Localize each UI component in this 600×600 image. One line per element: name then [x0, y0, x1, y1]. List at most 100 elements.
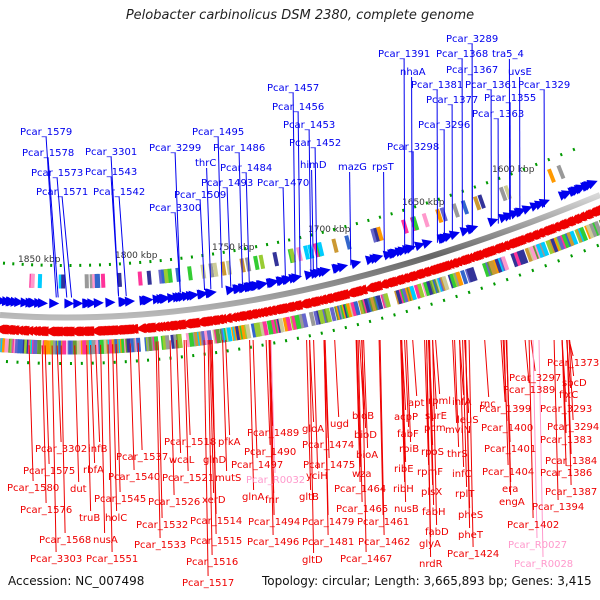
gene-label[interactable]: Pcar_1381	[411, 80, 463, 91]
gene-label[interactable]: Pcar_1489	[247, 428, 299, 439]
gene-label[interactable]: Pcar_1509	[174, 190, 226, 201]
gene-label[interactable]: Pcar_3298	[387, 142, 439, 153]
gene-label[interactable]: Pcar_1484	[220, 163, 272, 174]
gene-label[interactable]: Pcar_1474	[302, 440, 354, 451]
gene-label[interactable]: pfkA	[218, 437, 241, 448]
gene-label[interactable]: Pcar_1361	[465, 80, 517, 91]
gene-label[interactable]: gloA	[302, 424, 324, 435]
gene-label[interactable]: Pcar_1490	[244, 447, 296, 458]
gene-label[interactable]: leuS	[457, 415, 479, 426]
gene-label[interactable]: himD	[300, 160, 327, 171]
gene-label[interactable]: gltB	[299, 492, 319, 503]
gene-label[interactable]: pheS	[458, 510, 483, 521]
gene-label[interactable]: rpoS	[421, 447, 444, 458]
gene-label[interactable]: Pcar_3297	[509, 373, 561, 384]
gene-label[interactable]: Pcar_1387	[545, 487, 597, 498]
gene-label[interactable]: fabD	[425, 527, 449, 538]
gene-label[interactable]: Pcar_1568	[39, 535, 91, 546]
gene-label[interactable]: wcaL	[169, 455, 195, 466]
gene-label[interactable]: ribH	[393, 484, 414, 495]
gene-label[interactable]: Pcar_1452	[289, 138, 341, 149]
gene-label[interactable]: Pcar_1363	[472, 109, 524, 120]
gene-label[interactable]: Pcar_1576	[20, 505, 72, 516]
gene-label[interactable]: infC	[452, 469, 472, 480]
gene-label[interactable]: Pcar_1384	[545, 456, 597, 467]
gene-label[interactable]: nhaA	[400, 67, 426, 78]
gene-label[interactable]: Pcar_1400	[481, 423, 533, 434]
gene-label[interactable]: yciH	[306, 471, 328, 482]
gene-label[interactable]: Pcar_3300	[149, 203, 201, 214]
gene-label[interactable]: Pcar_1399	[479, 404, 531, 415]
gene-label[interactable]: rpiB	[399, 444, 419, 455]
gene-label[interactable]: Pcar_1496	[247, 537, 299, 548]
gene-label[interactable]: Pcar_1493	[201, 178, 253, 189]
gene-label[interactable]: Pcar_1457	[267, 83, 319, 94]
gene-label[interactable]: Pcar_3296	[418, 120, 470, 131]
gene-label[interactable]: holC	[105, 513, 127, 524]
gene-label[interactable]: Pcar_3294	[547, 422, 599, 433]
gene-label[interactable]: glnA	[242, 492, 264, 503]
gene-label[interactable]: Pcar_1481	[302, 537, 354, 548]
gene-label[interactable]: truB	[79, 513, 100, 524]
gene-label[interactable]: nusA	[93, 535, 118, 546]
gene-label[interactable]: Pcar_1533	[134, 540, 186, 551]
gene-label[interactable]: acpP	[394, 412, 418, 423]
gene-label[interactable]: pheT	[458, 530, 484, 541]
gene-label[interactable]: pcm	[424, 423, 446, 434]
gene-label[interactable]: Pcar_1532	[136, 520, 188, 531]
gene-label[interactable]: Pcar_1367	[446, 65, 498, 76]
gene-label[interactable]: dut	[70, 484, 87, 495]
gene-label[interactable]: Pcar_1373	[547, 358, 599, 369]
gene-label[interactable]: Pcar_1537	[116, 452, 168, 463]
gene-label[interactable]: Pcar_1575	[23, 466, 75, 477]
gene-label[interactable]: gltD	[302, 555, 323, 566]
gene-label[interactable]: Pcar_1470	[257, 178, 309, 189]
gene-label[interactable]: Pcar_1573	[31, 168, 83, 179]
gene-label[interactable]: surE	[425, 411, 447, 422]
gene-label[interactable]: Pcar_1516	[186, 557, 238, 568]
gene-label[interactable]: Pcar_1389	[503, 385, 555, 396]
gene-label[interactable]: Pcar_1479	[302, 517, 354, 528]
gene-label[interactable]: rplT	[455, 489, 475, 500]
gene-label[interactable]: Pcar_1540	[108, 472, 160, 483]
gene-label[interactable]: apt	[408, 398, 424, 409]
gene-label[interactable]: Pcar_1514	[190, 516, 242, 527]
gene-label[interactable]: Pcar_1401	[484, 444, 536, 455]
gene-label[interactable]: bioA	[356, 450, 378, 461]
gene-label[interactable]: mazG	[338, 162, 367, 173]
gene-label[interactable]: Pcar_1517	[182, 578, 234, 589]
gene-label[interactable]: fabF	[397, 429, 419, 440]
gene-label[interactable]: Pcar_R0032	[246, 475, 305, 486]
gene-label[interactable]: Pcar_1402	[507, 520, 559, 531]
gene-label[interactable]: Pcar_1467	[340, 554, 392, 565]
gene-label[interactable]: tra5_4	[492, 49, 524, 60]
gene-label[interactable]: Pcar_1580	[7, 483, 59, 494]
gene-label[interactable]: Pcar_3301	[85, 147, 137, 158]
gene-label[interactable]: Pcar_1542	[93, 187, 145, 198]
gene-label[interactable]: Pcar_3299	[149, 143, 201, 154]
gene-label[interactable]: Pcar_3289	[446, 34, 498, 45]
gene-label[interactable]: sbcD	[562, 378, 587, 389]
gene-label[interactable]: Pcar_1386	[540, 468, 592, 479]
gene-label[interactable]: Pcar_1424	[447, 549, 499, 560]
gene-label[interactable]: Pcar_1462	[358, 537, 410, 548]
gene-label[interactable]: Pcar_3303	[30, 554, 82, 565]
gene-label[interactable]: Pcar_1394	[532, 502, 584, 513]
gene-label[interactable]: Pcar_1571	[36, 187, 88, 198]
gene-label[interactable]: Pcar_1391	[378, 49, 430, 60]
gene-label[interactable]: rpml	[428, 396, 451, 407]
gene-label[interactable]: nusB	[394, 504, 419, 515]
gene-label[interactable]: fnr	[265, 495, 280, 506]
gene-label[interactable]: mutS	[215, 473, 241, 484]
gene-label[interactable]: Pcar_1329	[518, 80, 570, 91]
gene-label[interactable]: xerD	[202, 495, 226, 506]
gene-label[interactable]: infB	[88, 444, 108, 455]
gene-label[interactable]: wza	[352, 469, 372, 480]
gene-label[interactable]: thrC	[195, 158, 216, 169]
gene-label[interactable]: ribE	[394, 464, 414, 475]
gene-label[interactable]: plsX	[421, 487, 442, 498]
gene-label[interactable]: Pcar_1355	[484, 93, 536, 104]
gene-label[interactable]: Pcar_1497	[231, 460, 283, 471]
gene-label[interactable]: Pcar_1486	[213, 143, 265, 154]
gene-label[interactable]: Pcar_1377	[426, 95, 478, 106]
